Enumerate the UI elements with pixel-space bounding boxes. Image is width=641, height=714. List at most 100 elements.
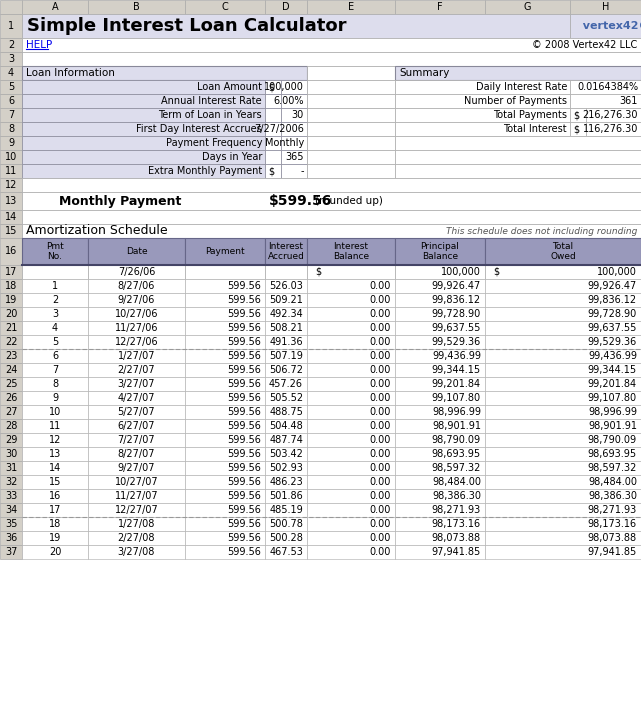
Bar [22, 164, 265, 178]
Text: 11/27/06: 11/27/06 [115, 323, 158, 333]
Bar [281, 150, 307, 164]
Bar [0, 0, 22, 14]
Text: 0.00: 0.00 [370, 295, 391, 305]
Bar [0, 531, 22, 545]
Bar [0, 192, 22, 210]
Bar [0, 66, 22, 80]
Text: F: F [437, 2, 443, 12]
Bar [22, 279, 88, 293]
Text: Pmt
No.: Pmt No. [46, 242, 64, 261]
Bar [0, 545, 22, 559]
Bar [22, 136, 265, 150]
Text: 0.00: 0.00 [370, 547, 391, 557]
Text: Amortization Schedule: Amortization Schedule [26, 224, 168, 238]
Bar [281, 136, 307, 150]
Bar [265, 405, 307, 419]
Bar [485, 545, 641, 559]
Bar [395, 136, 641, 150]
Bar [307, 164, 395, 178]
Bar [570, 14, 641, 38]
Text: 0.00: 0.00 [370, 463, 391, 473]
Bar [395, 363, 485, 377]
Text: 502.93: 502.93 [269, 463, 303, 473]
Text: 6/27/07: 6/27/07 [118, 421, 155, 431]
Text: 11/27/07: 11/27/07 [115, 491, 158, 501]
Bar [0, 391, 22, 405]
Bar [307, 475, 395, 489]
Bar [265, 265, 307, 279]
Text: 98,901.91: 98,901.91 [588, 421, 637, 431]
Bar [185, 307, 265, 321]
Bar [307, 321, 395, 335]
Bar [265, 238, 307, 265]
Text: 116,276.30: 116,276.30 [583, 124, 638, 134]
Bar [307, 307, 395, 321]
Bar [185, 461, 265, 475]
Bar [395, 475, 485, 489]
Bar [88, 349, 185, 363]
Bar [485, 293, 641, 307]
Bar [22, 94, 265, 108]
Text: 599.56: 599.56 [227, 477, 261, 487]
Text: 98,597.32: 98,597.32 [588, 463, 637, 473]
Bar [485, 531, 641, 545]
Text: 5/27/07: 5/27/07 [118, 407, 155, 417]
Text: 8: 8 [52, 379, 58, 389]
Text: 599.56: 599.56 [227, 337, 261, 347]
Bar [88, 489, 185, 503]
Bar [485, 0, 570, 14]
Text: 98,484.00: 98,484.00 [432, 477, 481, 487]
Text: 98,693.95: 98,693.95 [432, 449, 481, 459]
Bar [22, 335, 88, 349]
Text: 17: 17 [49, 505, 61, 515]
Text: 365: 365 [285, 152, 304, 162]
Bar [185, 545, 265, 559]
Bar [485, 335, 641, 349]
Text: 14: 14 [49, 463, 61, 473]
Text: E: E [348, 2, 354, 12]
Text: 98,386.30: 98,386.30 [588, 491, 637, 501]
Text: Interest
Balance: Interest Balance [333, 242, 369, 261]
Bar [265, 349, 307, 363]
Bar [485, 489, 641, 503]
Bar [22, 419, 88, 433]
Text: Date: Date [126, 247, 147, 256]
Bar [570, 108, 586, 122]
Bar [307, 335, 395, 349]
Text: 19: 19 [5, 295, 17, 305]
Text: 0.00: 0.00 [370, 421, 391, 431]
Bar [0, 94, 22, 108]
Bar [0, 293, 22, 307]
Text: 100,000: 100,000 [264, 82, 304, 92]
Bar [0, 238, 22, 265]
Bar [88, 265, 185, 279]
Bar [281, 108, 307, 122]
Bar [0, 136, 22, 150]
Bar [0, 489, 22, 503]
Bar [185, 377, 265, 391]
Text: 599.56: 599.56 [227, 379, 261, 389]
Bar [265, 94, 281, 108]
Text: 505.52: 505.52 [269, 393, 303, 403]
Bar [395, 238, 485, 265]
Bar [88, 405, 185, 419]
Text: 35: 35 [5, 519, 17, 529]
Text: 9: 9 [8, 138, 14, 148]
Bar [88, 531, 185, 545]
Text: 492.34: 492.34 [269, 309, 303, 319]
Text: 12/27/06: 12/27/06 [115, 337, 158, 347]
Bar [22, 405, 88, 419]
Text: 16: 16 [5, 246, 17, 256]
Bar [307, 419, 395, 433]
Text: 37: 37 [5, 547, 17, 557]
Text: 0.00: 0.00 [370, 533, 391, 543]
Text: Payment Frequency: Payment Frequency [165, 138, 262, 148]
Bar [185, 321, 265, 335]
Text: 29: 29 [5, 435, 17, 445]
Bar [395, 321, 485, 335]
Text: 9: 9 [52, 393, 58, 403]
Text: 1: 1 [8, 21, 14, 31]
Bar [22, 293, 88, 307]
Text: G: G [524, 2, 531, 12]
Bar [22, 503, 88, 517]
